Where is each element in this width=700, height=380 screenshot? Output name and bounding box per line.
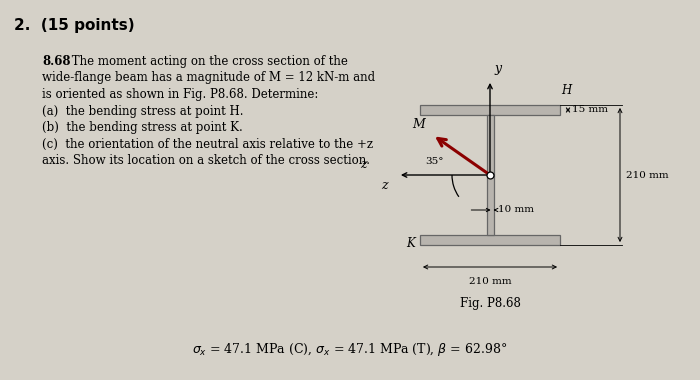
Text: 8.68: 8.68 (42, 55, 71, 68)
Bar (420, 105, 560, 115)
Text: 10 mm: 10 mm (498, 206, 535, 214)
Text: axis. Show its location on a sketch of the cross section.: axis. Show its location on a sketch of t… (42, 154, 370, 167)
Text: 2.  (15 points): 2. (15 points) (14, 18, 134, 33)
Text: is oriented as shown in Fig. P8.68. Determine:: is oriented as shown in Fig. P8.68. Dete… (42, 88, 318, 101)
Text: M: M (412, 118, 425, 131)
Text: 210 mm: 210 mm (469, 277, 511, 286)
Text: z: z (382, 179, 388, 192)
Text: (b)  the bending stress at point K.: (b) the bending stress at point K. (42, 121, 243, 134)
Text: (a)  the bending stress at point H.: (a) the bending stress at point H. (42, 105, 244, 117)
Text: (c)  the orientation of the neutral axis relative to the +z: (c) the orientation of the neutral axis … (42, 138, 373, 150)
Text: Fig. P8.68: Fig. P8.68 (460, 297, 520, 310)
Text: wide-flange beam has a magnitude of M = 12 kN-m and: wide-flange beam has a magnitude of M = … (42, 71, 375, 84)
Bar (420, 235, 560, 245)
Text: z: z (360, 158, 367, 171)
Bar (486, 115, 493, 235)
Text: $\sigma_x$ = 47.1 MPa (C), $\sigma_x$ = 47.1 MPa (T), $\beta$ = 62.98°: $\sigma_x$ = 47.1 MPa (C), $\sigma_x$ = … (193, 341, 508, 358)
Text: 15 mm: 15 mm (572, 106, 608, 114)
Text: The moment acting on the cross section of the: The moment acting on the cross section o… (68, 55, 348, 68)
Text: H: H (561, 84, 571, 97)
Text: y: y (494, 62, 501, 75)
Text: 35°: 35° (426, 157, 444, 166)
Text: 210 mm: 210 mm (626, 171, 668, 179)
Text: K: K (406, 237, 415, 250)
